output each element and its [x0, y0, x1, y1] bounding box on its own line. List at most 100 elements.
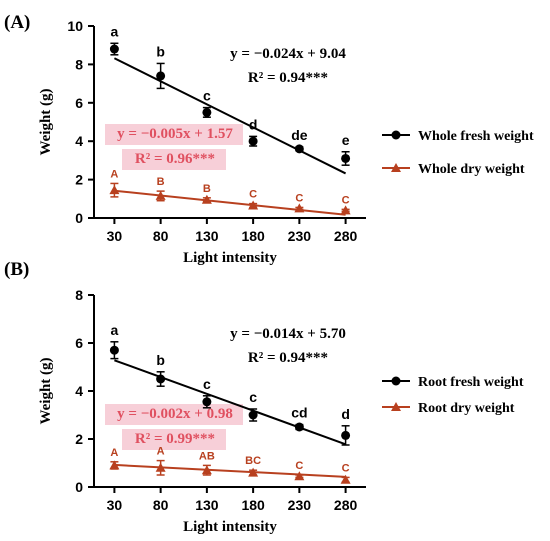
data-point-triangle [109, 185, 120, 195]
x-tick-label: 180 [241, 228, 265, 244]
legend-triangle-icon [391, 163, 401, 172]
data-point-triangle [294, 203, 305, 213]
legend-circle-icon [391, 130, 401, 140]
r-squared-label: R² = 0.94*** [248, 350, 328, 366]
r-squared-label: R² = 0.94*** [248, 70, 328, 86]
significance-letter: e [342, 132, 350, 148]
data-point-triangle [248, 200, 259, 210]
significance-letter: A [157, 446, 165, 458]
series-dry: A B B C C Cy = −0.005x + 1.57 R² = 0.96*** [109, 126, 351, 216]
series-fresh: a b c d de e y = −0.024x + 9.04 R² = 0.94*** [109, 23, 351, 175]
data-point-circle [109, 44, 119, 54]
y-tick-label: 0 [75, 210, 83, 226]
legend-entry: Whole fresh weight [382, 129, 534, 144]
significance-letter: cd [291, 405, 307, 421]
data-point-triangle [201, 194, 212, 204]
data-point-circle [341, 153, 351, 163]
legend-label: Whole fresh weight [418, 129, 534, 144]
y-tick-label: 10 [67, 18, 83, 34]
significance-letter: d [249, 116, 258, 132]
data-point-triangle [155, 190, 166, 200]
data-point-triangle [340, 474, 351, 484]
regression-line [114, 463, 346, 478]
significance-letter: C [249, 189, 257, 201]
data-point-circle [248, 410, 258, 420]
x-tick-label: 80 [153, 497, 169, 513]
x-tick-label: 180 [241, 497, 265, 513]
significance-letter: C [342, 462, 350, 474]
data-point-triangle [201, 465, 212, 475]
x-tick-label: 280 [334, 497, 358, 513]
series-dry: A A AB BC C Cy = −0.002x + 0.98 R² = 0.99*** [109, 406, 351, 484]
chart-panel-2: (B) 0 2 4 6 8 30 80 130 180 230 280 Weight (g) Light … [4, 259, 524, 535]
x-tick-label: 280 [334, 228, 358, 244]
significance-letter: b [156, 352, 165, 368]
y-tick-label: 0 [75, 479, 83, 495]
x-tick-label: 30 [107, 228, 123, 244]
data-point-circle [294, 422, 304, 432]
significance-letter: A [110, 168, 118, 180]
data-point-circle [294, 144, 304, 154]
legend-circle-icon [391, 376, 401, 386]
regression-line [114, 189, 346, 216]
regression-equation: y = −0.005x + 1.57 [117, 126, 233, 142]
y-tick-label: 2 [75, 172, 83, 188]
series-fresh: a b c c cd d y = −0.014x + 5.70 R² = 0.94*** [109, 322, 351, 446]
legend-triangle-icon [391, 402, 401, 411]
equation-highlight [122, 149, 226, 170]
data-point-circle [156, 71, 166, 81]
legend-label: Root dry weight [418, 401, 515, 416]
significance-letter: BC [245, 455, 261, 467]
x-tick-label: 230 [288, 497, 312, 513]
significance-letter: C [342, 194, 350, 206]
equation-highlight [105, 404, 243, 425]
significance-letter: C [295, 460, 303, 472]
data-point-circle [248, 136, 258, 146]
data-point-triangle [340, 205, 351, 215]
data-point-circle [109, 345, 119, 355]
y-tick-label: 8 [75, 56, 83, 72]
significance-letter: d [341, 406, 350, 422]
significance-letter: AB [199, 450, 215, 462]
data-point-circle [202, 397, 212, 407]
panel-label: (B) [4, 259, 29, 280]
data-point-circle [341, 430, 351, 440]
data-point-triangle [294, 471, 305, 481]
y-tick-label: 4 [75, 383, 83, 399]
r-squared-label: R² = 0.99*** [135, 431, 215, 447]
regression-equation: y = −0.002x + 0.98 [117, 406, 233, 422]
data-point-triangle [109, 460, 120, 470]
y-tick-label: 4 [75, 133, 83, 149]
x-axis-title: Light intensity [183, 519, 277, 535]
regression-equation: y = −0.014x + 5.70 [230, 326, 346, 342]
legend-entry: Root dry weight [382, 401, 515, 416]
significance-letter: c [203, 88, 211, 104]
y-tick-label: 8 [75, 287, 83, 303]
significance-letter: B [203, 183, 211, 195]
data-point-triangle [248, 467, 259, 477]
significance-letter: A [110, 447, 118, 459]
regression-line [113, 57, 347, 175]
x-tick-label: 130 [195, 228, 219, 244]
significance-letter: de [291, 127, 308, 143]
y-tick-label: 6 [75, 335, 83, 351]
equation-highlight [105, 124, 243, 145]
data-point-circle [202, 107, 212, 117]
y-tick-label: 2 [75, 431, 83, 447]
data-point-triangle [155, 462, 166, 472]
significance-letter: a [111, 23, 119, 39]
r-squared-label: R² = 0.96*** [135, 151, 215, 167]
significance-letter: c [249, 389, 257, 405]
significance-letter: c [203, 376, 211, 392]
data-point-circle [156, 374, 166, 384]
regression-equation: y = −0.024x + 9.04 [230, 46, 346, 62]
significance-letter: B [157, 176, 165, 188]
panel-label: (A) [4, 12, 30, 33]
significance-letter: b [156, 43, 165, 59]
x-tick-label: 230 [288, 228, 312, 244]
chart-panel-1: (A) 0 2 4 6 8 10 30 80 130 180 230 280 Weight (g) Ligh… [4, 12, 534, 266]
equation-highlight [122, 429, 226, 450]
significance-letter: C [295, 192, 303, 204]
y-tick-label: 6 [75, 95, 83, 111]
